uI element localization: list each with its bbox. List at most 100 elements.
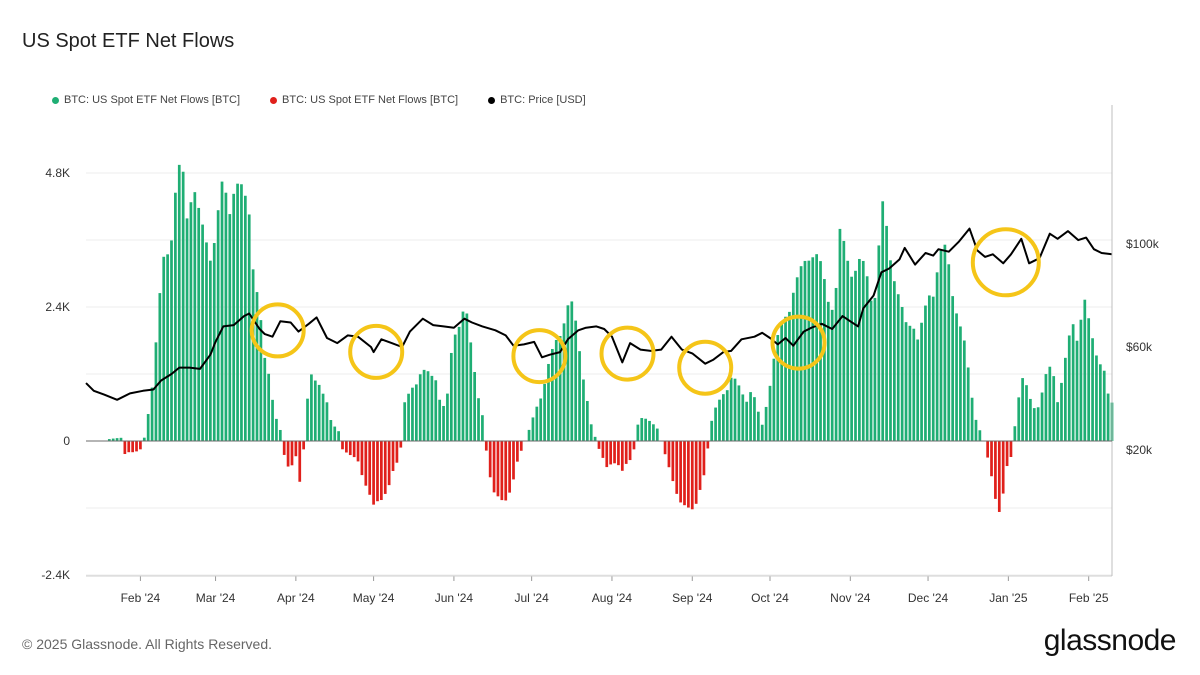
legend-swatch-outflows — [270, 96, 278, 104]
outflow-bar — [127, 441, 131, 453]
inflow-bar — [205, 242, 208, 441]
outflow-bar — [492, 441, 496, 493]
outflow-bar — [286, 441, 290, 467]
x-tick-label: Jun '24 — [435, 591, 474, 605]
inflow-bar — [947, 264, 951, 441]
x-tick-label: Jan '25 — [989, 591, 1028, 605]
outflow-bar — [376, 441, 379, 502]
inflow-bar — [1040, 392, 1044, 441]
inflow-bar — [325, 402, 329, 441]
inflow-bar — [768, 385, 772, 441]
outflow-bar — [348, 441, 352, 456]
outflow-bar — [605, 441, 609, 468]
inflow-bar — [869, 300, 873, 441]
legend-item-inflows[interactable]: BTC: US Spot ETF Net Flows [BTC] — [52, 94, 240, 106]
inflow-bar — [745, 401, 749, 441]
inflow-bar — [566, 305, 570, 441]
inflow-bar — [1091, 338, 1094, 441]
outflow-bar — [488, 441, 492, 478]
inflow-bar — [310, 374, 313, 441]
inflow-bar — [760, 424, 764, 441]
inflow-bar — [442, 405, 445, 441]
inflow-bar — [170, 240, 173, 441]
legend-item-outflows[interactable]: BTC: US Spot ETF Net Flows [BTC] — [270, 94, 458, 106]
inflow-bar — [1036, 407, 1040, 441]
inflow-bar — [228, 214, 232, 441]
inflow-bar — [756, 411, 760, 441]
x-tick-label: Feb '24 — [121, 591, 161, 605]
inflow-bar — [162, 256, 166, 441]
inflow-bar — [1044, 374, 1048, 441]
inflow-bar — [146, 414, 150, 441]
inflow-bar — [181, 171, 185, 442]
inflow-bar — [411, 387, 414, 441]
inflow-bar — [313, 380, 317, 441]
y-left-tick-label: 0 — [63, 434, 70, 448]
inflow-bar — [465, 313, 469, 441]
inflow-bar — [896, 294, 900, 441]
outflow-bar — [519, 441, 523, 451]
inflow-bar — [446, 393, 449, 441]
inflow-bar — [714, 407, 717, 441]
inflow-bar — [1079, 319, 1083, 441]
inflow-bar — [220, 181, 224, 441]
inflow-bar — [1048, 366, 1052, 441]
outflow-bar — [628, 441, 632, 461]
outflow-bar — [341, 441, 344, 450]
inflow-bar — [1098, 364, 1102, 441]
inflow-bar — [414, 384, 418, 441]
inflow-bar — [193, 192, 197, 441]
price-line — [85, 227, 1113, 401]
outflow-bar — [484, 441, 488, 451]
inflow-bar — [306, 398, 309, 441]
inflow-bar — [780, 324, 784, 441]
inflow-bar — [107, 439, 111, 441]
inflow-bar — [582, 379, 585, 441]
inflow-bar — [1083, 299, 1087, 441]
inflow-bar — [403, 402, 407, 441]
inflow-bar — [834, 287, 838, 441]
inflow-bar — [652, 424, 655, 441]
x-tick-label: Mar '24 — [196, 591, 236, 605]
inflow-bar — [916, 339, 920, 441]
inflow-bar — [251, 269, 255, 441]
inflow-bar — [912, 328, 916, 441]
inflow-bar — [531, 417, 535, 441]
outflow-bar — [302, 441, 305, 450]
inflow-bar — [551, 348, 554, 441]
inflow-bar — [962, 340, 966, 441]
outflow-bar — [706, 441, 710, 449]
outflow-bar — [597, 441, 601, 449]
inflow-bar — [426, 371, 430, 441]
inflow-bar — [924, 305, 927, 441]
inflow-bar — [1056, 402, 1059, 441]
inflow-bar — [142, 437, 146, 441]
outflow-bar — [508, 441, 511, 493]
inflow-bar — [655, 428, 659, 441]
outflow-bar — [1005, 441, 1009, 467]
outflow-bar — [632, 441, 636, 450]
inflow-bar — [255, 292, 259, 441]
glassnode-logo: glassnode — [1043, 624, 1177, 657]
legend-swatch-inflows — [52, 96, 59, 104]
outflow-bar — [500, 441, 504, 501]
inflow-bar — [819, 261, 822, 441]
inflow-bar — [574, 320, 578, 441]
legend-item-price[interactable]: BTC: Price [USD] — [488, 94, 586, 106]
inflow-bar — [271, 399, 274, 441]
inflow-bar — [722, 394, 725, 441]
inflow-bar — [449, 352, 453, 441]
inflow-bar — [481, 415, 484, 441]
inflow-bar — [803, 260, 807, 441]
axes: -2.4K 0 2.4K 4.8K $20k $60k $100k Feb '24 Mar '2… — [41, 105, 1160, 605]
highlight-circle — [249, 302, 306, 359]
inflow-bar — [1021, 378, 1024, 441]
inflow-bar — [473, 372, 476, 441]
inflow-bar — [201, 224, 204, 441]
inflow-bar — [247, 214, 251, 441]
inflow-bar — [1052, 376, 1056, 441]
inflow-bar — [959, 326, 962, 441]
inflow-bar — [939, 250, 943, 441]
inflow-bar — [811, 257, 815, 441]
